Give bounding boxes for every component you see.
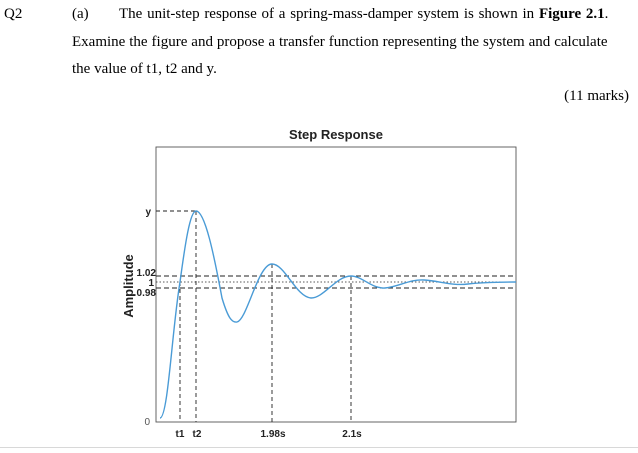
- x-tick-1-98s: 1.98s: [260, 429, 285, 440]
- question-line-3: the value of t1, t2 and y.: [72, 61, 217, 77]
- y-tick-0-98: 0.98: [137, 288, 157, 299]
- bottom-divider: [0, 447, 638, 448]
- x-tick-t1: t1: [176, 429, 185, 440]
- marks-label: (11 marks): [564, 88, 629, 104]
- question-part: (a): [72, 6, 89, 22]
- x-tick-t2: t2: [193, 429, 202, 440]
- question-line-1: The unit-step response of a spring-mass-…: [119, 7, 608, 22]
- line1-suffix: .: [604, 6, 609, 22]
- question-number: Q2: [4, 6, 23, 22]
- y-tick-1: 1: [148, 278, 154, 289]
- y-tick-1-02: 1.02: [137, 268, 157, 279]
- step-response-curve: [159, 210, 517, 419]
- figure-reference: Figure 2.1: [538, 6, 605, 22]
- question-line-2: Examine the figure and propose a transfe…: [72, 34, 608, 50]
- y-tick-y: y: [145, 207, 151, 218]
- x-tick-2-1s: 2.1s: [342, 429, 362, 440]
- y-axis-label: Amplitude: [121, 254, 136, 318]
- y-tick-0: 0: [144, 417, 150, 428]
- chart-title: Step Response: [289, 127, 383, 142]
- line1-prefix: The unit-step response of a spring-mass-…: [119, 6, 539, 22]
